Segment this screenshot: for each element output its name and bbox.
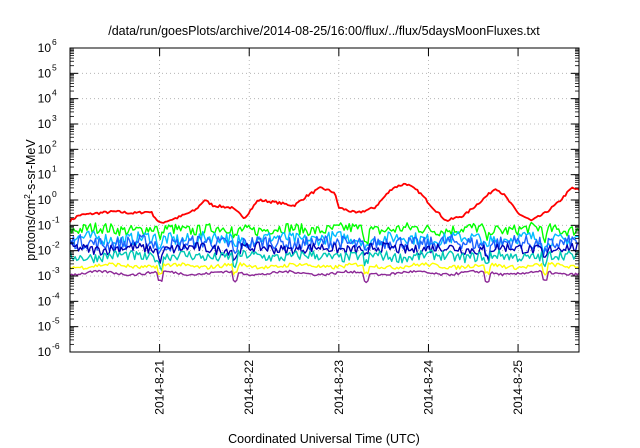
y-tick-exponent: -6 xyxy=(52,341,60,351)
y-tick-label: 10 xyxy=(38,117,52,131)
chart-title: /data/run/goesPlots/archive/2014-08-25/1… xyxy=(108,24,540,38)
y-tick-exponent: 4 xyxy=(52,88,57,98)
series-line xyxy=(69,262,580,276)
y-tick-label: 10 xyxy=(38,92,52,106)
y-tick-exponent: 3 xyxy=(52,113,57,123)
y-tick-label: 10 xyxy=(38,142,52,156)
x-axis-label: Coordinated Universal Time (UTC) xyxy=(228,432,420,446)
y-tick-exponent: 1 xyxy=(52,164,57,174)
x-tick-label: 2014-8-25 xyxy=(511,360,525,415)
y-tick-exponent: -4 xyxy=(52,290,60,300)
y-tick-label: 10 xyxy=(38,41,52,55)
series-line xyxy=(69,221,580,245)
y-tick-label: 10 xyxy=(38,193,52,207)
y-tick-exponent: -3 xyxy=(52,265,60,275)
x-tick-label: 2014-8-21 xyxy=(153,360,167,415)
series-line xyxy=(69,269,580,284)
y-tick-exponent: -1 xyxy=(52,214,60,224)
series-group xyxy=(69,182,580,284)
y-tick-label: 10 xyxy=(38,294,52,308)
x-tick-label: 2014-8-22 xyxy=(242,360,256,415)
y-tick-exponent: 0 xyxy=(52,189,57,199)
y-tick-label: 10 xyxy=(38,345,52,359)
axis-ticks xyxy=(70,47,579,353)
y-tick-exponent: -2 xyxy=(52,240,60,250)
x-tick-label: 2014-8-24 xyxy=(421,360,435,415)
y-tick-label: 10 xyxy=(38,244,52,258)
x-tick-labels: 2014-8-21 2014-8-22 2014-8-23 2014-8-24 2014… xyxy=(153,360,525,415)
series-line xyxy=(69,234,580,260)
y-tick-label: 10 xyxy=(38,218,52,232)
series-line xyxy=(69,182,580,224)
series-line xyxy=(69,241,580,264)
y-tick-label: 10 xyxy=(38,269,52,283)
y-tick-label: 10 xyxy=(38,168,52,182)
y-tick-exponent: -5 xyxy=(52,316,60,326)
y-tick-labels: 10 -610 -510 -410 -310 -210 -110 010 110 210 310 41… xyxy=(38,37,60,359)
y-tick-label: 10 xyxy=(38,66,52,80)
y-tick-exponent: 2 xyxy=(52,138,57,148)
x-tick-label: 2014-8-23 xyxy=(332,360,346,415)
series-line xyxy=(69,249,580,272)
grid-lines xyxy=(70,48,579,352)
y-tick-label: 10 xyxy=(38,320,52,334)
y-axis-label: protons/cm2-s-sr-MeV xyxy=(22,139,38,261)
y-tick-exponent: 6 xyxy=(52,37,57,47)
y-tick-exponent: 5 xyxy=(52,62,57,72)
